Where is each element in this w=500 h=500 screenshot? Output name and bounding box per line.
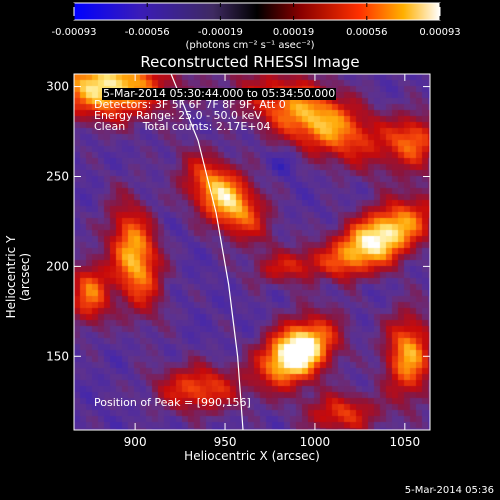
x-axis-label: Heliocentric X (arcsec) [184, 449, 320, 463]
clean-counts-label: Clean Total counts: 2.17E+04 [94, 120, 271, 133]
plot-frame [73, 73, 431, 431]
axis-ticks: 900 950 1000 1050 150 200 250 300 [46, 74, 430, 449]
colorbar: -0.00093 -0.00056 -0.00019 0.00019 0.00056 0.… [52, 2, 461, 38]
time-range-label: 5-Mar-2014 05:30:44.000 to 05:34:50.000 [102, 87, 337, 100]
y-tick-label: 150 [46, 349, 69, 363]
detectors-label: Detectors: 3F 5F 6F 7F 8F 9F, Att 0 [94, 98, 286, 111]
solar-limb-curve [170, 73, 244, 431]
heatmap-image [74, 74, 430, 430]
peak-position-label: Position of Peak = [990,156] [94, 396, 251, 409]
footer-timestamp: 5-Mar-2014 05:36 [404, 485, 494, 496]
colorbar-tick-label: 0.00019 [273, 27, 314, 38]
colorbar-tick-label: -0.00019 [198, 27, 243, 38]
colorbar-gradient [73, 2, 441, 21]
colorbar-tick-label: -0.00056 [125, 27, 170, 38]
x-tick-label: 1000 [300, 435, 331, 449]
colorbar-tick-label: -0.00093 [52, 27, 97, 38]
x-tick-label: 1050 [390, 435, 421, 449]
y-tick-label: 300 [46, 80, 69, 94]
y-tick-label: 200 [46, 259, 69, 273]
x-tick-label: 900 [124, 435, 147, 449]
chart-title: Reconstructed RHESSI Image [140, 53, 360, 71]
colorbar-tick-label: 0.00093 [419, 27, 460, 38]
x-tick-label: 950 [214, 435, 237, 449]
colorbar-ticks: -0.00093 -0.00056 -0.00019 0.00019 0.00056 0.… [52, 3, 461, 38]
colorbar-tick-label: 0.00056 [346, 27, 387, 38]
y-axis-label: Heliocentric Y (arcsec) [4, 235, 32, 319]
energy-range-label: Energy Range: 25.0 - 50.0 keV [94, 109, 262, 122]
y-tick-label: 250 [46, 169, 69, 183]
colorbar-units: (photons cm⁻² s⁻¹ asec⁻²) [185, 40, 315, 51]
